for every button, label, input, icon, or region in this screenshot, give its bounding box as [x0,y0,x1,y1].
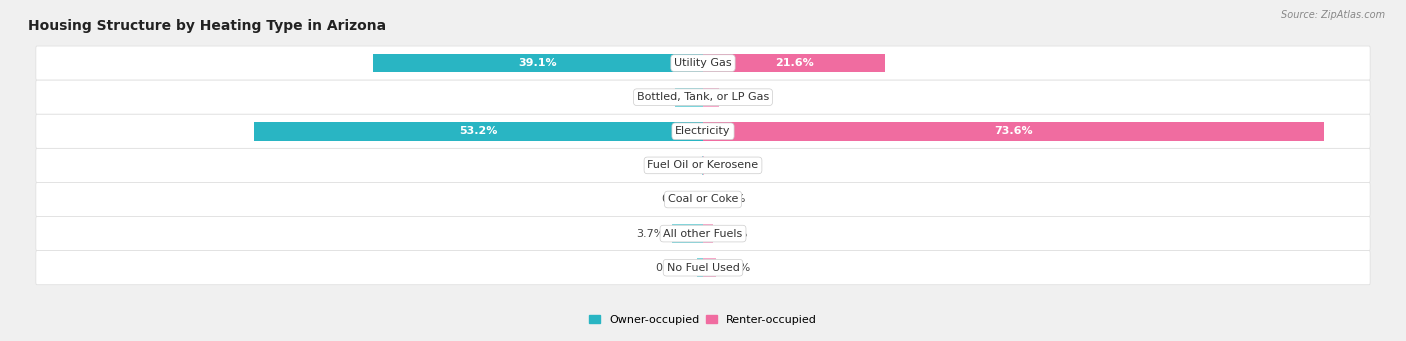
Text: 1.9%: 1.9% [725,92,754,102]
Bar [703,88,718,107]
Text: 73.6%: 73.6% [994,126,1033,136]
Text: 0.11%: 0.11% [710,160,747,170]
Text: 53.2%: 53.2% [460,126,498,136]
Text: 39.1%: 39.1% [519,58,557,68]
Text: Coal or Coke: Coal or Coke [668,194,738,205]
Legend: Owner-occupied, Renter-occupied: Owner-occupied, Renter-occupied [585,310,821,329]
Text: All other Fuels: All other Fuels [664,228,742,239]
Text: 1.6%: 1.6% [723,263,751,273]
Bar [703,122,1324,141]
Text: 0.69%: 0.69% [655,263,690,273]
Text: 1.2%: 1.2% [720,228,748,239]
Text: Electricity: Electricity [675,126,731,136]
Text: Bottled, Tank, or LP Gas: Bottled, Tank, or LP Gas [637,92,769,102]
FancyBboxPatch shape [37,114,1369,148]
Bar [703,54,886,73]
FancyBboxPatch shape [37,148,1369,182]
Text: Utility Gas: Utility Gas [675,58,731,68]
Bar [373,54,703,73]
Text: 0.09%: 0.09% [659,160,696,170]
FancyBboxPatch shape [37,80,1369,114]
Bar [703,224,713,243]
Text: Housing Structure by Heating Type in Arizona: Housing Structure by Heating Type in Ari… [28,19,387,33]
FancyBboxPatch shape [37,217,1369,251]
FancyBboxPatch shape [37,251,1369,285]
Bar [675,88,703,107]
Bar [703,258,717,277]
Text: 3.3%: 3.3% [640,92,668,102]
Text: 0.01%: 0.01% [661,194,696,205]
Text: 0.04%: 0.04% [710,194,745,205]
Text: 3.7%: 3.7% [637,228,665,239]
Text: 21.6%: 21.6% [775,58,814,68]
Bar [672,224,703,243]
FancyBboxPatch shape [37,182,1369,217]
Text: Fuel Oil or Kerosene: Fuel Oil or Kerosene [647,160,759,170]
FancyBboxPatch shape [37,46,1369,80]
Bar [697,258,703,277]
Text: No Fuel Used: No Fuel Used [666,263,740,273]
Bar [254,122,703,141]
Text: Source: ZipAtlas.com: Source: ZipAtlas.com [1281,10,1385,20]
